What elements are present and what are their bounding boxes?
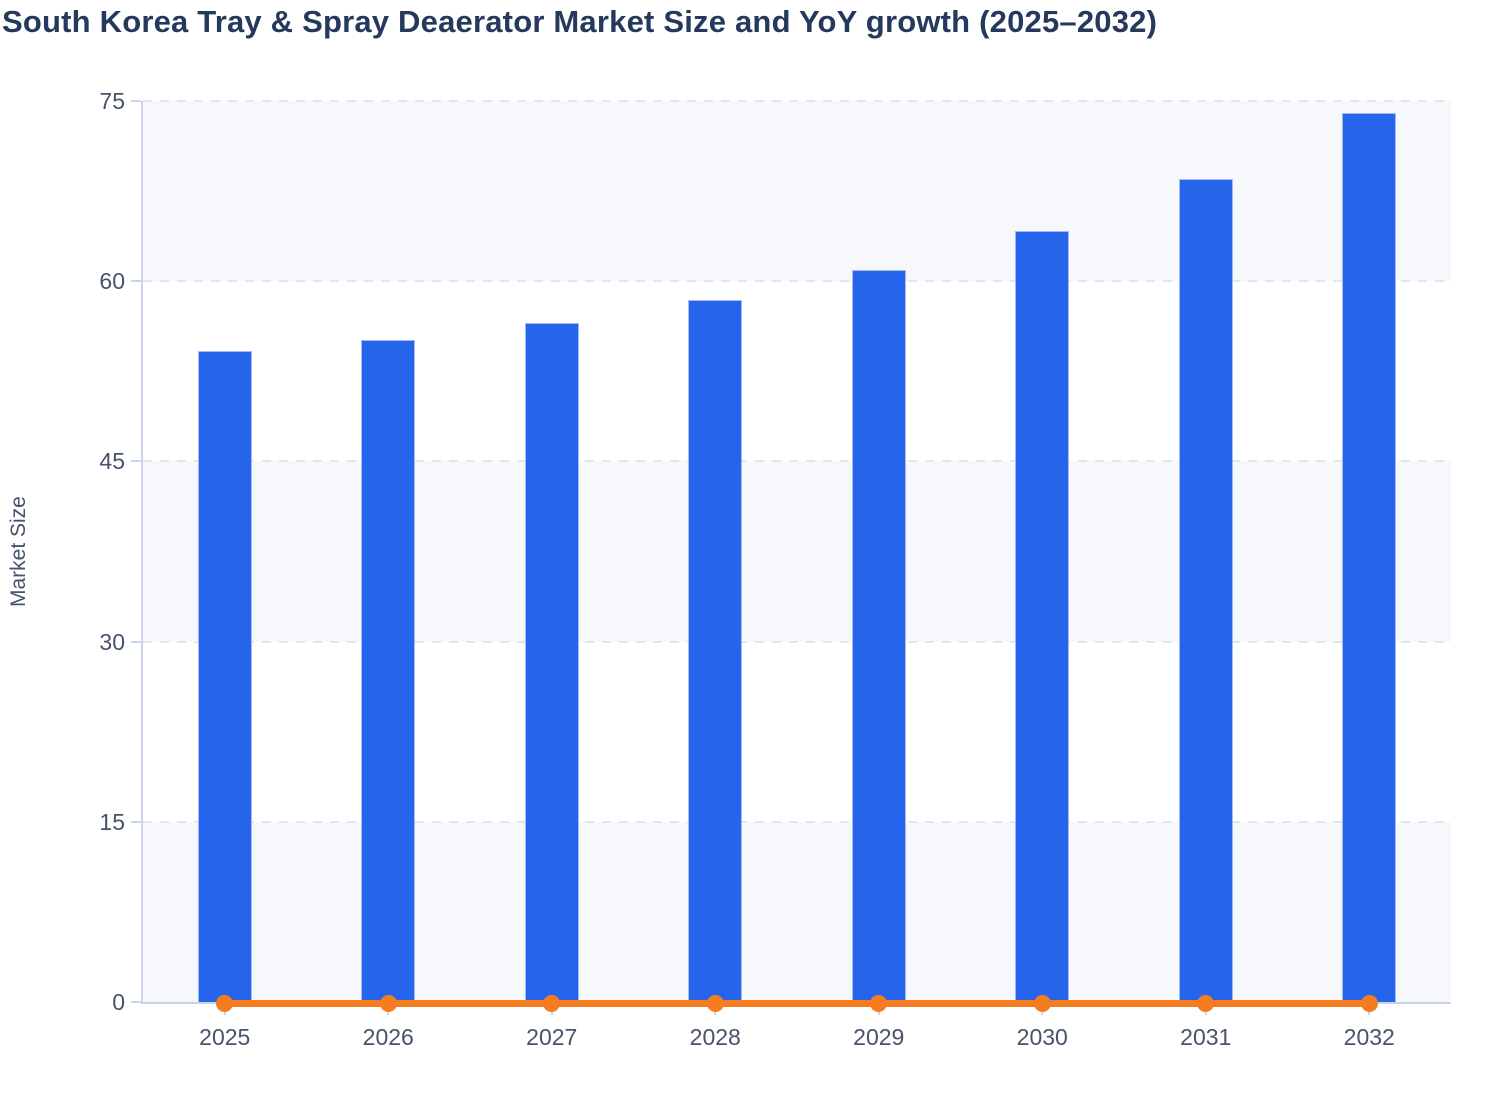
y-tick: [131, 1001, 141, 1003]
bar-2025[interactable]: [197, 350, 252, 1002]
gridline: [143, 100, 1451, 102]
y-tick-label: 45: [99, 448, 125, 475]
bar-2031[interactable]: [1178, 179, 1233, 1002]
gridline: [143, 820, 1451, 823]
y-tick-label: 60: [99, 268, 125, 295]
y-axis-title: Market Size: [7, 496, 30, 607]
yoy-marker-2026[interactable]: [379, 994, 397, 1012]
y-tick: [131, 460, 141, 463]
x-tick-label: 2025: [199, 1024, 251, 1050]
bar-2026[interactable]: [361, 340, 416, 1002]
y-tick: [131, 280, 141, 283]
y-tick-label: 0: [112, 989, 125, 1015]
x-tick-label: 2032: [1343, 1024, 1395, 1050]
yoy-marker-2032[interactable]: [1360, 994, 1378, 1012]
yoy-marker-2030[interactable]: [1033, 994, 1051, 1012]
yoy-marker-2028[interactable]: [706, 994, 724, 1012]
plot-band: [143, 101, 1451, 282]
x-tick-label: 2030: [1016, 1024, 1068, 1050]
yoy-marker-2029[interactable]: [870, 994, 888, 1012]
yoy-line[interactable]: [224, 999, 1370, 1007]
x-tick-label: 2026: [362, 1024, 414, 1050]
plot-band: [143, 461, 1451, 642]
y-tick: [131, 640, 141, 643]
y-tick-label: 30: [99, 628, 125, 655]
gridline: [143, 640, 1451, 643]
y-axis-line: [141, 101, 143, 1004]
gridline: [143, 280, 1451, 283]
gridline: [143, 460, 1451, 463]
yoy-marker-2025[interactable]: [216, 994, 234, 1012]
y-tick: [131, 100, 141, 102]
y-tick-label: 75: [99, 88, 125, 114]
y-tick: [131, 820, 141, 823]
chart-title: South Korea Tray & Spray Deaerator Marke…: [2, 4, 1158, 39]
bar-2027[interactable]: [524, 323, 579, 1002]
bar-2028[interactable]: [688, 300, 743, 1002]
bar-2030[interactable]: [1015, 230, 1070, 1002]
x-tick-label: 2028: [689, 1024, 741, 1050]
yoy-marker-2031[interactable]: [1197, 994, 1215, 1012]
yoy-marker-2027[interactable]: [543, 994, 561, 1012]
y-tick-label: 15: [99, 808, 125, 835]
plot-band: [143, 821, 1451, 1002]
x-tick-label: 2029: [853, 1024, 905, 1050]
bar-2032[interactable]: [1342, 113, 1397, 1002]
bar-2029[interactable]: [851, 270, 906, 1002]
x-tick-label: 2027: [526, 1024, 578, 1050]
x-tick-label: 2031: [1180, 1024, 1232, 1050]
